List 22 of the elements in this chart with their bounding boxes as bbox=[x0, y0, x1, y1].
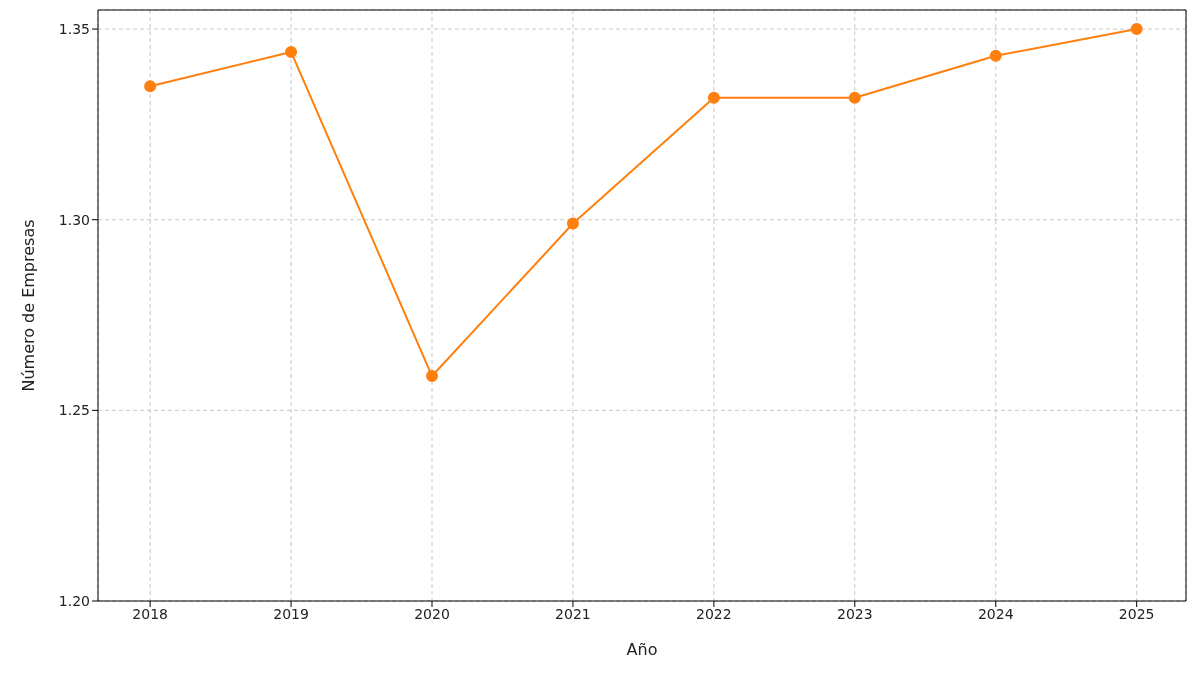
x-axis-title: Año bbox=[626, 640, 658, 659]
x-tick-label: 2024 bbox=[977, 605, 1014, 622]
point bbox=[1130, 23, 1143, 36]
point bbox=[426, 370, 439, 383]
x-tick-label: 2025 bbox=[1118, 605, 1155, 622]
y-tick-label: 1.35 bbox=[58, 21, 90, 38]
point bbox=[144, 80, 157, 93]
point bbox=[848, 91, 861, 104]
y-axis-title: Número de Empresas bbox=[18, 219, 38, 392]
point bbox=[566, 217, 579, 230]
y-tick-label: 1.20 bbox=[58, 592, 90, 609]
point bbox=[285, 45, 298, 58]
x-tick-label: 2022 bbox=[696, 605, 732, 622]
x-tick-label: 2018 bbox=[132, 605, 168, 622]
point bbox=[707, 91, 720, 104]
x-tick-label: 2023 bbox=[836, 605, 873, 622]
y-tick-label: 1.25 bbox=[58, 402, 90, 419]
x-tick-label: 2019 bbox=[273, 605, 309, 622]
x-tick-label: 2021 bbox=[555, 605, 591, 622]
y-tick-label: 1.30 bbox=[58, 211, 90, 228]
x-tick-label: 2020 bbox=[414, 605, 450, 622]
point bbox=[989, 49, 1002, 62]
